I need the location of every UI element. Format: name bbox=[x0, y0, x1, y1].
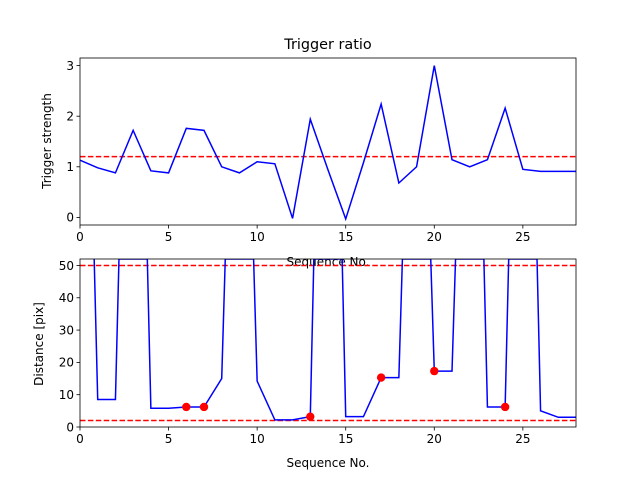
bottom-axes-frame bbox=[79, 258, 577, 428]
top-series-line bbox=[80, 65, 576, 222]
bottom-marker-2 bbox=[306, 412, 315, 421]
bottom-marker-4 bbox=[430, 366, 439, 376]
top-chart-ylabel: Trigger strength bbox=[40, 93, 54, 190]
bottom-marker-3 bbox=[376, 373, 386, 382]
top-xtick-label-5: 25 bbox=[515, 230, 530, 244]
top-xtick-label-2: 10 bbox=[250, 230, 265, 244]
top-chart-title: Trigger ratio bbox=[283, 37, 372, 53]
top-plot-area: 0 5 10 15 20 25 0 1 2 3 bbox=[66, 57, 577, 244]
distance-chart: 0 5 10 15 20 25 0 10 20 30 40 50 Sequence No. Dista… bbox=[32, 258, 577, 470]
top-ytick-label-3: 3 bbox=[66, 59, 74, 73]
top-ytick-label-0: 0 bbox=[66, 211, 74, 225]
bottom-xtick-label-0: 0 bbox=[76, 432, 84, 446]
bottom-series-line bbox=[93, 259, 576, 421]
bottom-chart-ylabel: Distance [pix] bbox=[32, 302, 46, 386]
top-ytick-label-1: 1 bbox=[66, 160, 74, 174]
bottom-xtick-label-3: 15 bbox=[338, 432, 353, 446]
bottom-ytick-label-0: 0 bbox=[66, 420, 74, 434]
bottom-xtick-label-4: 20 bbox=[427, 432, 442, 446]
top-axes-frame bbox=[79, 57, 577, 226]
bottom-xtick-label-2: 10 bbox=[250, 432, 265, 446]
trigger-ratio-chart: Trigger ratio 0 5 10 15 20 25 0 1 2 3 Sequence No… bbox=[40, 37, 577, 269]
top-ytick-label-2: 2 bbox=[66, 109, 74, 123]
bottom-marker-1 bbox=[199, 402, 209, 412]
top-xtick-label-3: 15 bbox=[338, 230, 353, 244]
bottom-xtick-label-1: 5 bbox=[165, 432, 173, 446]
top-chart-xlabel: Sequence No. bbox=[287, 255, 370, 269]
bottom-chart-xlabel: Sequence No. bbox=[287, 456, 370, 470]
bottom-ytick-label-5: 50 bbox=[59, 259, 74, 273]
bottom-ytick-label-2: 20 bbox=[59, 356, 74, 370]
bottom-plot-area: 0 5 10 15 20 25 0 10 20 30 40 50 bbox=[59, 258, 577, 446]
bottom-ytick-label-4: 40 bbox=[59, 291, 74, 305]
top-xtick-label-4: 20 bbox=[427, 230, 442, 244]
bottom-xtick-label-5: 25 bbox=[515, 432, 530, 446]
bottom-ytick-label-3: 30 bbox=[59, 323, 74, 337]
top-xtick-label-1: 5 bbox=[165, 230, 173, 244]
bottom-ytick-label-1: 10 bbox=[59, 388, 74, 402]
bottom-marker-0 bbox=[182, 402, 191, 412]
top-xtick-label-0: 0 bbox=[76, 230, 84, 244]
bottom-marker-5 bbox=[500, 402, 510, 412]
